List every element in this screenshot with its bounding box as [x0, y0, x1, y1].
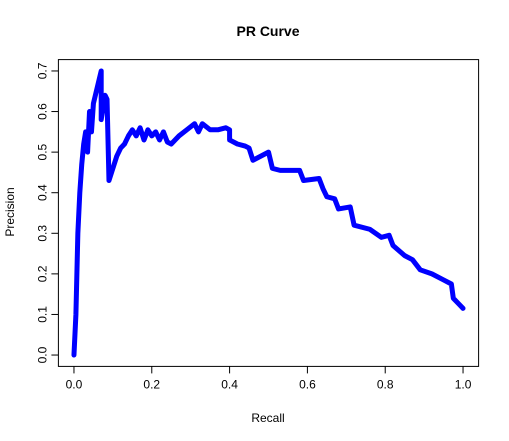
plot-box — [57, 59, 480, 367]
y-tick-label: 0.4 — [35, 184, 49, 201]
x-tick-label: 0.8 — [377, 377, 394, 391]
chart-title: PR Curve — [236, 23, 299, 39]
y-tick-label: 0.0 — [35, 346, 49, 363]
x-tick-label: 0.0 — [66, 377, 83, 391]
y-tick-label: 0.5 — [35, 143, 49, 160]
x-tick-label: 1.0 — [455, 377, 472, 391]
y-axis-label: Precision — [3, 187, 17, 236]
x-tick-label: 0.4 — [221, 377, 238, 391]
x-tick-label: 0.2 — [143, 377, 160, 391]
y-tick-label: 0.3 — [35, 225, 49, 242]
pr-curve — [71, 68, 466, 358]
y-tick-label: 0.7 — [35, 62, 49, 79]
y-tick-label: 0.6 — [35, 103, 49, 120]
x-tick-label: 0.6 — [299, 377, 316, 391]
y-tick-label: 0.2 — [35, 265, 49, 282]
x-axis-label: Recall — [251, 411, 284, 425]
y-tick-label: 0.1 — [35, 306, 49, 323]
